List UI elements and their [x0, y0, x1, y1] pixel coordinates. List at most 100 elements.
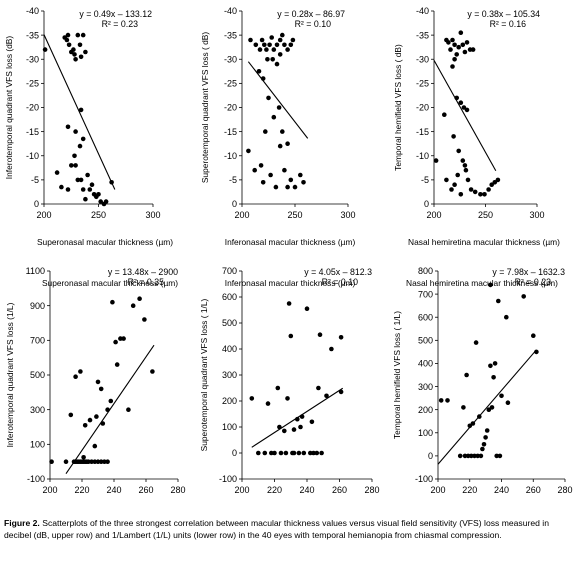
- data-point: [496, 298, 501, 304]
- data-point: [256, 69, 262, 74]
- data-point: [291, 450, 297, 456]
- data-point: [458, 100, 464, 105]
- trend-line: [43, 34, 116, 190]
- regression-equation: y = 13.48x – 2900: [108, 267, 178, 277]
- data-point: [130, 303, 136, 309]
- y-tick-label: -30: [26, 54, 39, 64]
- data-point: [299, 414, 305, 419]
- data-point: [65, 124, 71, 130]
- data-point: [450, 37, 455, 43]
- y-tick-label: -5: [229, 175, 237, 185]
- data-point: [263, 129, 268, 134]
- data-point: [89, 182, 95, 187]
- x-tick-label: 260: [138, 485, 153, 495]
- scatter-panel-3: 0 -5 -10 -15 -20 -25 -30 -35 -40 200 250 300 Nasal h…: [393, 6, 560, 247]
- data-point: [304, 306, 310, 312]
- data-point: [468, 187, 474, 192]
- data-point: [65, 187, 71, 192]
- y-tick-label: 700: [418, 289, 433, 299]
- x-axis-label: Inferonasal macular thickness (µm): [225, 278, 356, 288]
- x-tick-label: 300: [340, 210, 355, 220]
- data-point: [319, 450, 324, 456]
- data-point: [109, 180, 114, 185]
- data-point: [288, 177, 294, 183]
- data-point: [86, 459, 91, 465]
- y-tick-label: 0: [34, 199, 39, 209]
- data-point: [270, 57, 276, 62]
- data-point: [433, 158, 439, 163]
- data-point: [482, 192, 487, 197]
- data-point: [282, 42, 287, 48]
- data-point: [78, 54, 84, 60]
- regression-equation: y = 7.98x – 1632.3: [492, 267, 565, 277]
- data-point: [83, 49, 88, 55]
- data-point: [108, 398, 114, 404]
- data-point: [499, 393, 504, 399]
- data-point: [259, 37, 265, 43]
- data-point: [274, 61, 280, 67]
- y-tick-label: 400: [222, 344, 237, 354]
- y-tick-label: -35: [416, 30, 429, 40]
- data-point: [290, 37, 296, 43]
- r-squared-label: R² = 0.35: [128, 277, 165, 287]
- data-point: [531, 333, 536, 339]
- data-point: [69, 163, 74, 168]
- data-point: [266, 95, 271, 101]
- data-point: [64, 37, 70, 43]
- data-point: [78, 369, 83, 374]
- x-tick-label: 220: [462, 485, 477, 495]
- data-point: [455, 172, 461, 178]
- data-point: [110, 299, 115, 305]
- y-tick-label: 600: [222, 292, 237, 302]
- data-point: [489, 182, 495, 187]
- data-point: [492, 361, 498, 366]
- y-tick-label: -40: [224, 6, 237, 16]
- y-tick-label: -35: [224, 30, 237, 40]
- data-point: [95, 459, 101, 465]
- data-point: [282, 167, 287, 173]
- data-point: [488, 363, 493, 369]
- data-point: [469, 453, 474, 459]
- data-point: [262, 42, 267, 48]
- data-point: [298, 172, 303, 178]
- data-point: [54, 170, 60, 175]
- data-point: [483, 435, 488, 440]
- data-point: [488, 282, 493, 288]
- data-point: [78, 177, 84, 183]
- data-point: [521, 294, 526, 299]
- y-tick-label: 400: [418, 359, 433, 369]
- data-point: [277, 424, 282, 430]
- data-point: [82, 423, 88, 428]
- data-point: [280, 129, 285, 134]
- y-axis-label: Superotemporal quadrant VFS loss ( 1/L): [199, 298, 209, 451]
- x-tick-label: 300: [529, 210, 544, 220]
- data-point: [489, 405, 495, 410]
- data-point: [458, 192, 464, 197]
- data-point: [275, 385, 281, 391]
- data-point: [80, 136, 86, 142]
- data-point: [311, 450, 316, 456]
- data-point: [449, 187, 454, 192]
- y-tick-label: 1100: [26, 266, 45, 276]
- data-point: [102, 459, 107, 465]
- data-point: [463, 167, 469, 173]
- data-point: [329, 346, 334, 352]
- y-tick-label: -100: [415, 474, 433, 484]
- y-tick-label: -20: [224, 103, 237, 113]
- y-tick-label: 300: [418, 382, 433, 392]
- y-tick-label: -30: [416, 54, 429, 64]
- data-point: [271, 114, 277, 120]
- data-point: [338, 335, 344, 340]
- data-point: [253, 42, 259, 48]
- trend-line: [65, 344, 155, 474]
- data-point: [265, 401, 271, 406]
- y-tick-label: -100: [27, 474, 45, 484]
- data-point: [95, 379, 101, 385]
- data-point: [494, 453, 500, 459]
- data-point: [295, 416, 300, 422]
- data-point: [446, 40, 451, 45]
- data-point: [248, 37, 253, 43]
- data-point: [288, 42, 294, 48]
- scatter-panel-6: -100 0 100 200 300 400 500 600 700 800 200 220 240 26…: [392, 266, 573, 495]
- data-point: [118, 336, 123, 341]
